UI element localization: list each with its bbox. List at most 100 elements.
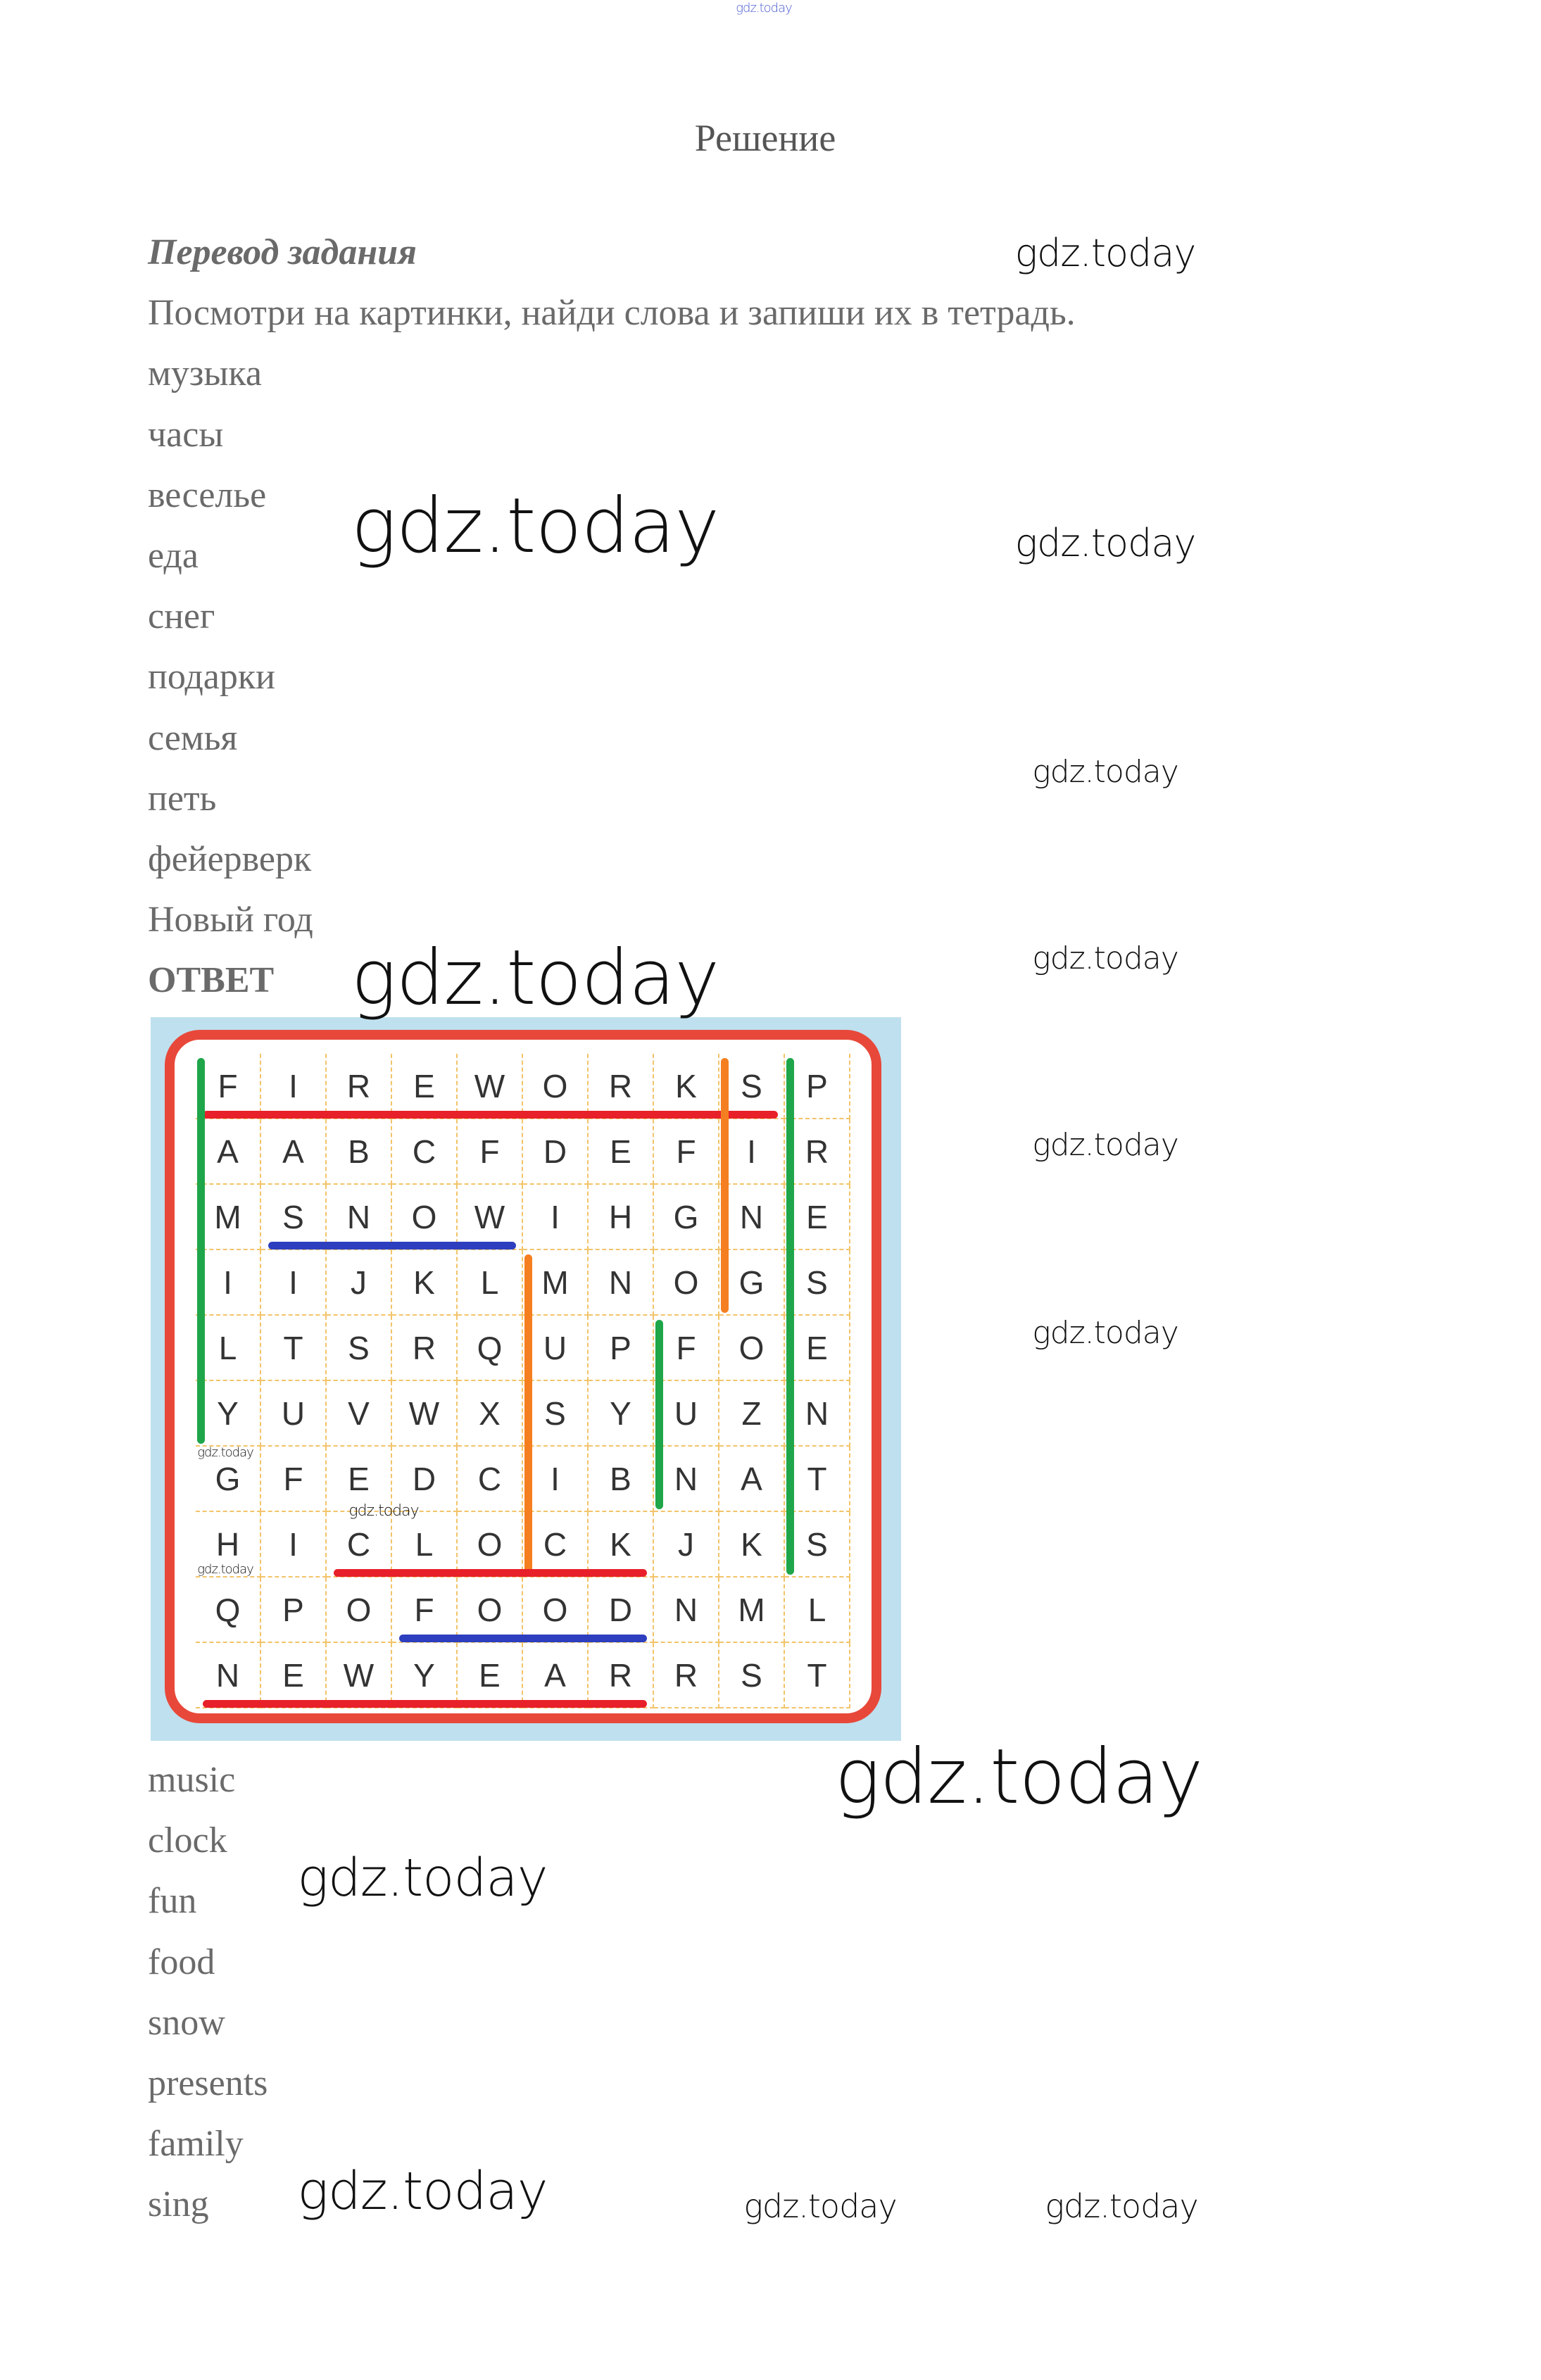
grid-cell: F <box>654 1119 719 1185</box>
grid-cell: A <box>261 1119 327 1185</box>
task-word: подарки <box>148 657 275 698</box>
task-word: петь <box>148 778 217 819</box>
grid-cell: B <box>327 1119 392 1185</box>
grid-cell: B <box>589 1447 654 1512</box>
grid-cell: L <box>785 1578 850 1643</box>
grid-cell: K <box>392 1250 458 1316</box>
watermark: gdz.today <box>1014 231 1197 275</box>
grid-cell: O <box>523 1578 589 1643</box>
grid-cell: O <box>327 1578 392 1643</box>
grid-cell: P <box>785 1054 850 1119</box>
watermark: gdz.today <box>736 1 793 15</box>
grid-cell: C <box>458 1447 523 1512</box>
highlight-clock <box>334 1569 647 1577</box>
task-instruction: Посмотри на картинки, найди слова и запи… <box>148 293 1076 334</box>
grid-cell: E <box>261 1643 327 1708</box>
grid-cell: E <box>785 1185 850 1250</box>
grid-cell: U <box>261 1381 327 1447</box>
grid-cell: O <box>458 1512 523 1578</box>
grid-cell: W <box>327 1643 392 1708</box>
watermark: gdz.today <box>743 2187 897 2225</box>
grid-cell: G <box>196 1447 261 1512</box>
watermark: gdz.today <box>297 2161 548 2222</box>
grid-cell: S <box>261 1185 327 1250</box>
grid-cell: Y <box>196 1381 261 1447</box>
grid-cell: M <box>196 1185 261 1250</box>
grid-cell: X <box>458 1381 523 1447</box>
grid-cell: I <box>719 1119 785 1185</box>
grid-cell: I <box>261 1054 327 1119</box>
watermark: gdz.today <box>297 1848 548 1908</box>
grid-cell: N <box>196 1643 261 1708</box>
grid-cell: T <box>785 1447 850 1512</box>
grid-cell: L <box>392 1512 458 1578</box>
grid-cell: S <box>785 1512 850 1578</box>
highlight-food <box>399 1635 647 1642</box>
grid-cell: T <box>785 1643 850 1708</box>
task-word: музыка <box>148 353 262 394</box>
highlight-snow <box>268 1242 516 1249</box>
answer-word: family <box>148 2124 244 2165</box>
task-word: семья <box>148 717 238 758</box>
grid-cell: F <box>261 1447 327 1512</box>
grid-cell: R <box>654 1643 719 1708</box>
grid-cell: F <box>654 1316 719 1381</box>
task-word: еда <box>148 536 199 577</box>
grid-cell: O <box>719 1316 785 1381</box>
answer-label: ОТВЕТ <box>148 960 275 1001</box>
grid-cell: A <box>196 1119 261 1185</box>
grid-cell: E <box>327 1447 392 1512</box>
grid-cell: N <box>327 1185 392 1250</box>
answer-list: music clock fun food snow presents famil… <box>148 1750 268 2236</box>
task-word: часы <box>148 414 224 455</box>
grid-cell: N <box>654 1578 719 1643</box>
grid-cell: L <box>196 1316 261 1381</box>
grid-cell: S <box>785 1250 850 1316</box>
grid-cell: D <box>523 1119 589 1185</box>
grid-cell: T <box>261 1316 327 1381</box>
grid-cell: K <box>589 1512 654 1578</box>
watermark: gdz.today <box>351 482 719 570</box>
puzzle-frame <box>165 1030 881 1723</box>
grid-cell: E <box>785 1316 850 1381</box>
highlight-fun <box>655 1320 663 1509</box>
grid-cell: N <box>785 1381 850 1447</box>
grid-cell: R <box>327 1054 392 1119</box>
grid-cell: J <box>654 1512 719 1578</box>
task-word: снег <box>148 596 215 637</box>
grid-cell: R <box>589 1643 654 1708</box>
highlight-fireworks <box>203 1111 778 1119</box>
grid-cell: K <box>719 1512 785 1578</box>
grid-cell: Q <box>196 1578 261 1643</box>
grid-cell: C <box>392 1119 458 1185</box>
grid-cell: D <box>392 1447 458 1512</box>
grid-cell: W <box>392 1381 458 1447</box>
grid-cell: W <box>458 1185 523 1250</box>
grid-cell: U <box>523 1316 589 1381</box>
grid-cell: G <box>719 1250 785 1316</box>
grid-cell: S <box>719 1054 785 1119</box>
watermark: gdz.today <box>1032 940 1179 976</box>
grid-cell: I <box>261 1250 327 1316</box>
watermark: gdz.today <box>1045 2187 1198 2225</box>
answer-word: music <box>148 1760 236 1800</box>
highlight-presents <box>786 1058 794 1575</box>
grid-cell: K <box>654 1054 719 1119</box>
grid-cell: F <box>392 1578 458 1643</box>
grid-cell: N <box>654 1447 719 1512</box>
grid-cell: D <box>589 1578 654 1643</box>
grid-cell: E <box>392 1054 458 1119</box>
task-word: Новый год <box>148 900 313 940</box>
grid-cell: E <box>589 1119 654 1185</box>
grid-cell: A <box>719 1447 785 1512</box>
highlight-family <box>197 1058 205 1444</box>
watermark: gdz.today <box>1032 1127 1179 1163</box>
grid-cell: Z <box>719 1381 785 1447</box>
grid-cell: U <box>654 1381 719 1447</box>
watermark: gdz.today <box>1032 754 1179 790</box>
grid-cell: N <box>589 1250 654 1316</box>
grid-cell: M <box>523 1250 589 1316</box>
grid-cell: P <box>261 1578 327 1643</box>
page-title: Решение <box>694 117 836 159</box>
grid-cell: S <box>523 1381 589 1447</box>
